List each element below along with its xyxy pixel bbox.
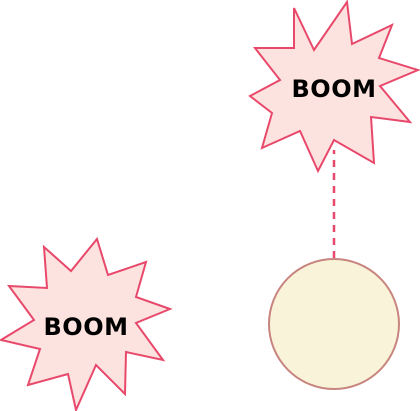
explosion-bottom: BOOM [0, 236, 173, 411]
explosion-bottom-label: BOOM [44, 313, 129, 341]
explosion-top-label: BOOM [292, 75, 377, 103]
explosion-bottom-burst [0, 236, 173, 411]
explosion-top-burst [248, 0, 420, 174]
ball-circle [268, 258, 400, 390]
explosion-top: BOOM [248, 0, 420, 174]
